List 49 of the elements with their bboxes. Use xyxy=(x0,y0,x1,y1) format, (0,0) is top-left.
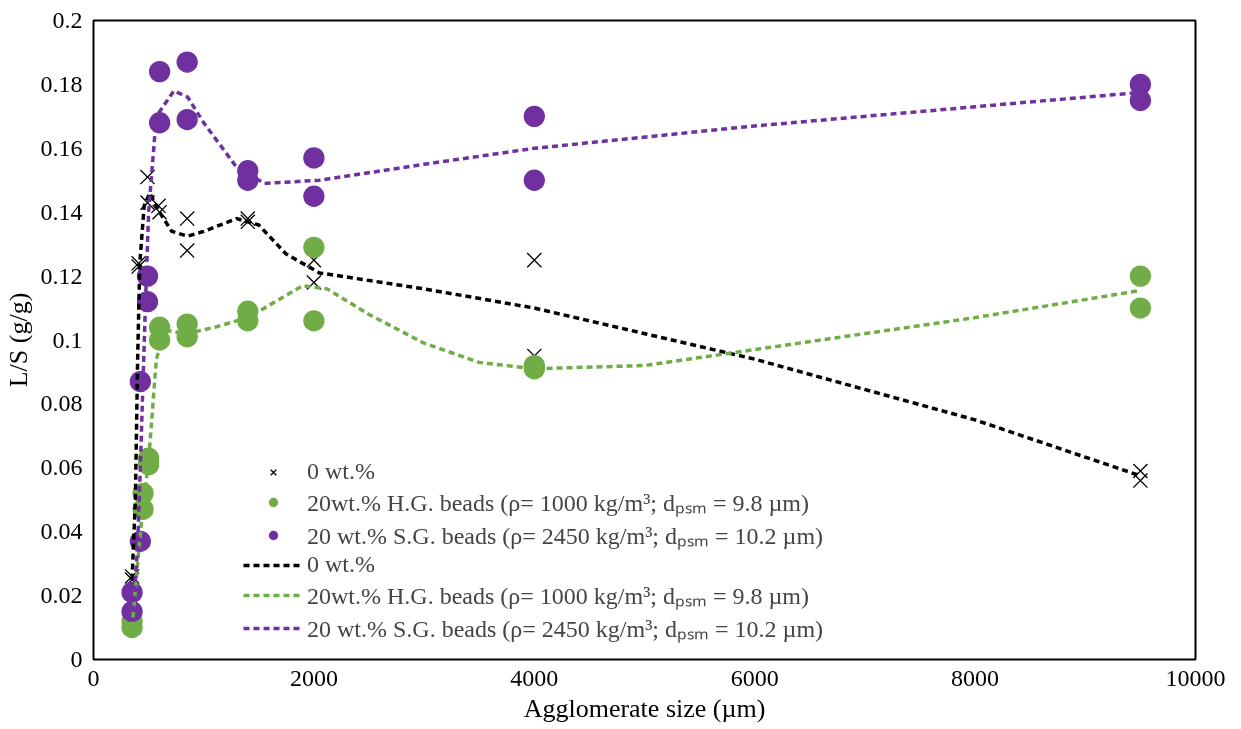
point xyxy=(179,210,195,227)
point xyxy=(303,147,325,169)
legend-label: 20 wt.% S.G. beads (ρ= 2450 kg/m³; dₚₛₘ = 10.2 µm) xyxy=(307,615,824,644)
point xyxy=(148,60,171,83)
point xyxy=(303,185,325,207)
x-tick-label: 10000 xyxy=(1165,664,1226,691)
point xyxy=(176,51,198,73)
y-tick-label: 0.1 xyxy=(52,326,83,353)
point xyxy=(176,108,198,131)
y-tick-label: 0.02 xyxy=(40,582,83,609)
point xyxy=(1132,463,1149,479)
point xyxy=(151,204,168,220)
point xyxy=(139,169,156,185)
y-axis-title: L/S (g/g) xyxy=(3,292,33,388)
point xyxy=(1129,89,1152,112)
point xyxy=(179,242,195,259)
y-tick-label: 0.18 xyxy=(40,70,83,97)
point xyxy=(150,198,167,214)
point xyxy=(1129,265,1152,287)
y-tick-label: 0.06 xyxy=(40,454,83,481)
point xyxy=(1132,472,1149,489)
point xyxy=(523,105,545,127)
y-tick-label: 0.2 xyxy=(52,7,83,33)
legend-label: 20 wt.% S.G. beads (ρ= 2450 kg/m³; dₚₛₘ = 10.2 µm) xyxy=(307,522,824,551)
point xyxy=(1129,297,1152,319)
x-tick-label: 8000 xyxy=(951,664,1000,691)
point xyxy=(306,274,322,291)
y-tick-label: 0.16 xyxy=(40,134,83,161)
legend-label: 0 wt.% xyxy=(307,551,375,578)
legend-label: 20wt.% H.G. beads (ρ= 1000 kg/m³; dₚₛₘ = 9.8 µm) xyxy=(307,489,810,518)
x-tick-label: 6000 xyxy=(730,664,779,691)
point xyxy=(240,214,256,230)
y-tick-label: 0.14 xyxy=(40,198,83,225)
point xyxy=(303,310,325,332)
legend-label: 20wt.% H.G. beads (ρ= 1000 kg/m³; dₚₛₘ = 9.8 µm) xyxy=(307,582,810,611)
x-tick-label: 0 xyxy=(87,664,100,691)
point xyxy=(303,236,325,258)
x-axis-title: Agglomerate size (µm) xyxy=(523,693,766,723)
y-tick-label: 0.12 xyxy=(40,262,83,289)
point xyxy=(526,252,543,268)
point xyxy=(240,210,256,227)
y-tick-label: 0.08 xyxy=(40,390,83,417)
point xyxy=(523,169,545,191)
y-tick-label: 0.04 xyxy=(40,518,83,545)
legend-label: 0 wt.% xyxy=(307,458,375,485)
x-tick-label: 2000 xyxy=(289,664,338,691)
x-tick-label: 4000 xyxy=(510,664,559,691)
y-tick-label: 0 xyxy=(70,646,83,672)
point xyxy=(139,194,156,211)
